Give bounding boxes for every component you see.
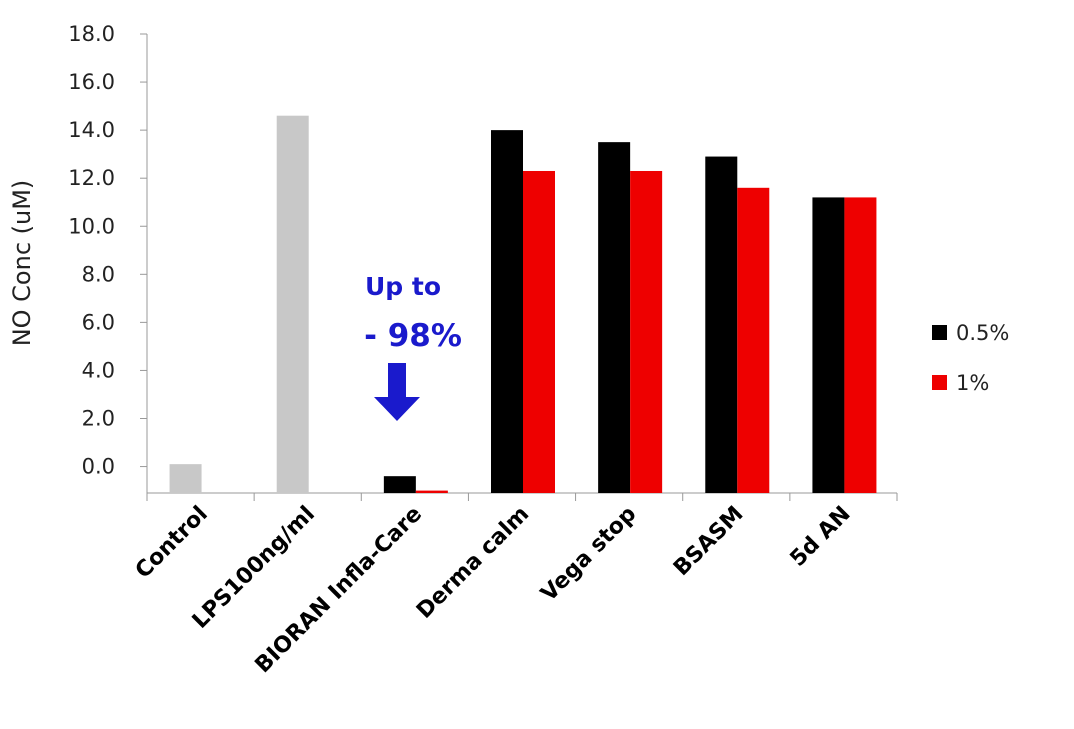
annotation: - 98% — [364, 318, 462, 354]
bar — [383, 476, 416, 493]
y-tick-label: 16.0 — [68, 70, 115, 94]
annotation: Up to — [365, 272, 441, 301]
bar — [598, 142, 631, 493]
y-tick-label: 2.0 — [82, 407, 115, 431]
y-tick-label: 6.0 — [82, 310, 115, 334]
bar — [737, 187, 770, 494]
bar — [491, 130, 523, 493]
y-tick-label: 14.0 — [68, 118, 115, 142]
bar — [705, 156, 738, 493]
bar — [169, 464, 202, 493]
y-tick-label: 12.0 — [68, 166, 115, 190]
bar — [276, 115, 309, 493]
bar — [523, 170, 555, 493]
bar — [630, 170, 663, 493]
y-tick-label: 0.0 — [82, 455, 115, 479]
bar — [415, 490, 448, 493]
arrow — [374, 363, 420, 421]
x-tick-label: BSASM — [669, 502, 748, 581]
y-tick-label: 4.0 — [82, 358, 115, 382]
y-tick-label: 18.0 — [68, 22, 115, 46]
legend-swatch — [932, 375, 947, 390]
x-tick-label: Control — [131, 502, 213, 584]
x-tick-label: 5d AN — [786, 502, 856, 572]
y-tick-label: 8.0 — [82, 262, 115, 286]
x-tick-label: Derma calm — [412, 502, 534, 624]
y-tick-label: 10.0 — [68, 214, 115, 238]
x-tick-label: Vega stop — [536, 502, 641, 607]
bar — [812, 197, 845, 493]
legend-swatch — [932, 325, 947, 340]
legend-label: 1% — [956, 371, 989, 395]
legend-label: 0.5% — [956, 321, 1009, 345]
bar — [844, 197, 877, 493]
y-axis-label: NO Conc (uM) — [8, 180, 36, 347]
